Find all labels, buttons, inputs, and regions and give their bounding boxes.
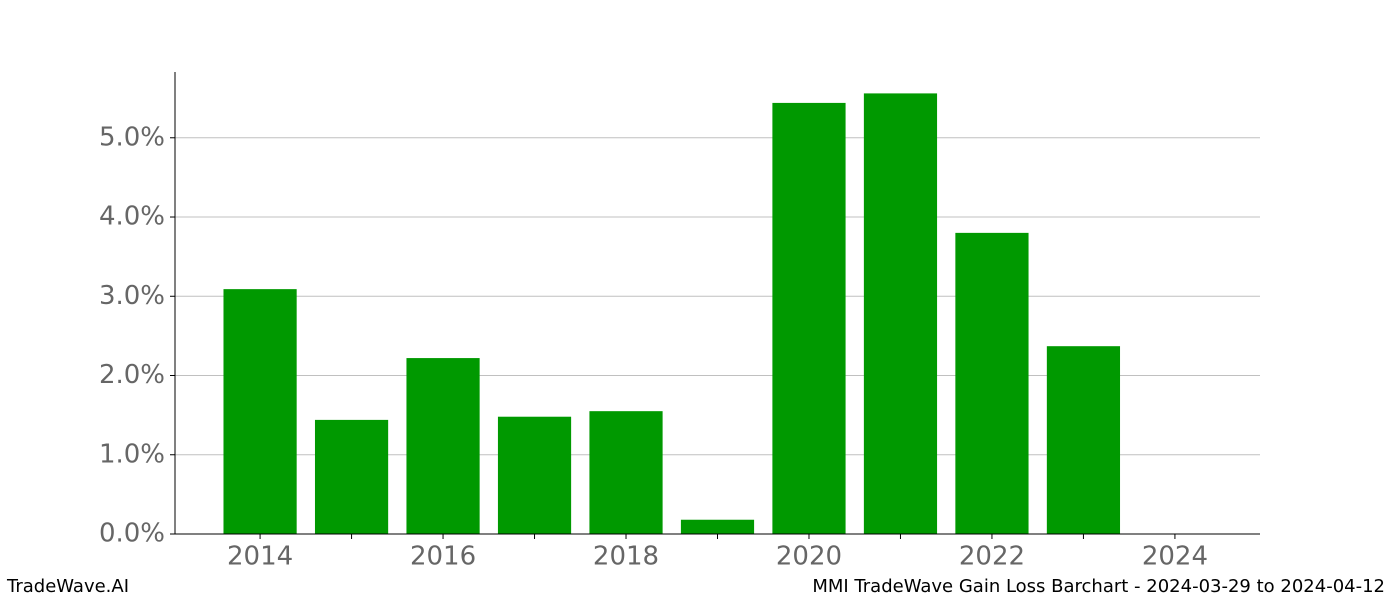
bar xyxy=(772,102,846,534)
x-tick-label: 2014 xyxy=(227,542,293,572)
bar xyxy=(406,358,480,534)
y-tick-label: 1.0% xyxy=(99,439,165,469)
x-tick-label: 2020 xyxy=(776,542,842,572)
bar xyxy=(497,416,572,534)
bar xyxy=(680,519,755,534)
y-tick-label: 0.0% xyxy=(99,519,165,549)
watermark: TradeWave.AI xyxy=(6,576,129,597)
y-tick-label: 2.0% xyxy=(99,360,165,390)
bar xyxy=(314,419,389,534)
y-tick-label: 3.0% xyxy=(99,281,165,311)
bar xyxy=(589,411,663,534)
bar xyxy=(863,93,938,534)
x-tick-label: 2024 xyxy=(1142,542,1208,572)
chart-title: MMI TradeWave Gain Loss Barchart - 2024-… xyxy=(812,576,1385,597)
x-tick-label: 2022 xyxy=(959,542,1025,572)
bar xyxy=(1046,346,1121,534)
x-tick-label: 2018 xyxy=(593,542,659,572)
y-tick-label: 5.0% xyxy=(99,122,165,152)
y-tick-label: 4.0% xyxy=(99,202,165,232)
bar xyxy=(955,232,1029,534)
x-tick-label: 2016 xyxy=(410,542,476,572)
bar xyxy=(223,289,297,534)
